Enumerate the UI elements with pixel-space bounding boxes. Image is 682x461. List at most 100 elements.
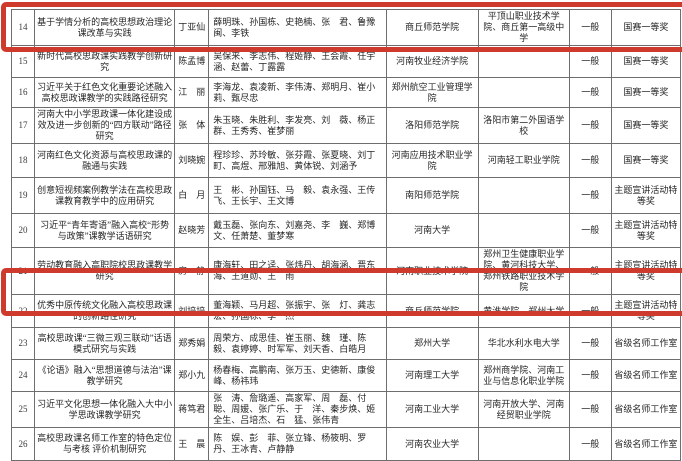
table-row: 23 高校思政课“三微三观三联动”话语模式研究与实践 郑秀娟 周荣方、成思佳、崔… <box>10 327 682 360</box>
category: 一般 <box>568 294 612 328</box>
project-members: 李海龙、袁凌新、李伟涛、郑明月、崔小莉、甄尽忠 <box>208 77 387 108</box>
host-institution: 河南牧业经济学院 <box>385 45 479 78</box>
award: 国赛一等奖 <box>610 77 682 108</box>
project-members: 吴保来、李志伟、程姬静、王会霞、任宇涵、赵蕾、丁露露 <box>208 45 387 78</box>
row-number: 21 <box>10 247 36 295</box>
row-number: 26 <box>10 427 36 461</box>
table-row: 18 河南红色文化资源与高校思政课的融通与实践 刘晓婉 程珍珍、苏玲敏、张芬霞、… <box>10 143 682 178</box>
award: 国赛一等奖 <box>610 107 682 144</box>
category: 一般 <box>568 45 612 78</box>
project-leader: 丁亚仙 <box>174 9 210 46</box>
table-row: 20 习近平“青年寄语”融入高校“形势与政策”课教学话语研究 赵晓芳 戴玉磊、张… <box>10 213 682 248</box>
award: 主题宣讲活动特等奖 <box>610 177 682 214</box>
row-number: 18 <box>10 143 36 178</box>
category: 一般 <box>568 77 612 108</box>
project-title: 基于学情分析的高校思想政治理论课改革与实践 <box>34 9 176 46</box>
row-number: 14 <box>10 9 36 46</box>
row-number: 25 <box>10 391 36 428</box>
category: 一般 <box>568 327 612 360</box>
row-number: 15 <box>10 45 36 78</box>
partner-institutions <box>477 77 570 108</box>
project-title: 高校思政课“三微三观三联动”话语模式研究与实践 <box>34 327 176 360</box>
row-number: 20 <box>10 213 36 248</box>
project-members: 王 彬、孙国钰、马 毅、袁永强、王传飞、王长宇、王文博 <box>208 177 387 214</box>
partner-institutions: 洛阳市第二外国语学校 <box>477 107 570 144</box>
table-row: 24 《论语》融入“思想道德与法治”课教学研究 郑小九 杨春梅、高鹏南、张万玉、… <box>10 359 682 392</box>
project-members: 周荣方、成思佳、崔玉丽、魏 瑾、陈 毅、袁婷婷、时军军、刘天香、白皓月 <box>208 327 387 360</box>
category: 一般 <box>568 9 612 46</box>
row-number: 22 <box>10 294 36 328</box>
host-institution: 南阳师范学院 <box>385 177 479 214</box>
project-title: 新时代高校思政课实践教学创新研究 <box>34 45 176 78</box>
host-institution: 河南应用技术职业学院 <box>385 143 479 178</box>
host-institution: 河南理工大学 <box>385 359 479 392</box>
host-institution: 河南职业技术学院 <box>385 247 479 295</box>
host-institution: 河南大学 <box>385 213 479 248</box>
category: 一般 <box>568 107 612 144</box>
partner-institutions: 郑州卫生健康职业学院、黄河科技大学、郑州铁路职业技术学院 <box>477 247 570 295</box>
category: 一般 <box>568 143 612 178</box>
table-row: 16 习近平关于红色文化重要论述融入高校思政课教学的实践路径研究 江 丽 李海龙… <box>10 77 682 108</box>
category: 一般 <box>568 213 612 248</box>
awards-table: 14 基于学情分析的高校思想政治理论课改革与实践 丁亚仙 薛明珠、孙国栋、史艳楠… <box>10 9 682 461</box>
project-title: 习近平“青年寄语”融入高校“形势与政策”课教学话语研究 <box>34 213 176 248</box>
project-leader: 蒋笃君 <box>174 391 210 428</box>
award: 主题宣讲活动特等奖 <box>610 247 682 295</box>
partner-institutions: 华北水利水电大学 <box>477 327 570 360</box>
host-institution: 河南工业大学 <box>385 391 479 428</box>
category: 一般 <box>568 391 612 428</box>
project-title: 习近平文化思想一体化融入大中小学思政课教学研究 <box>34 391 176 428</box>
row-number: 19 <box>10 177 36 214</box>
project-leader: 张 体 <box>174 107 210 144</box>
table-row: 19 创意短视频案例教学法在高校思政课教育教学中的应用研究 白 月 王 彬、孙国… <box>10 177 682 214</box>
table-row: 14 基于学情分析的高校思想政治理论课改革与实践 丁亚仙 薛明珠、孙国栋、史艳楠… <box>10 9 682 46</box>
project-title: 河南大中小学思政课一体化建设成效及进一步创新的“四方联动”路径研究 <box>34 107 176 144</box>
award: 国赛一等奖 <box>610 143 682 178</box>
project-leader: 郑小九 <box>174 359 210 392</box>
award: 省级名师工作室 <box>610 327 682 360</box>
project-title: 劳动教育融入高职院校思政课教学研究 <box>34 247 176 295</box>
project-members: 杨春梅、高鹏南、张万玉、史德新、康俊峰、杨祎玮 <box>208 359 387 392</box>
table-row: 25 习近平文化思想一体化融入大中小学思政课教学研究 蒋笃君 张 涛、詹璐遥、高… <box>10 391 682 428</box>
host-institution: 河南农业大学 <box>385 427 479 461</box>
project-members: 戴玉磊、张向东、刘嘉尧、李 巍、郑博文、任萧楚、董梦寒 <box>208 213 387 248</box>
project-leader: 刘晓婉 <box>174 143 210 178</box>
award: 国赛一等奖 <box>610 45 682 78</box>
host-institution: 商丘师范学院 <box>385 9 479 46</box>
project-members: 朱玉晓、朱胜利、李发亮、刘 薇、杨正群、王秀秀、崔梦丽 <box>208 107 387 144</box>
award: 国赛一等奖 <box>610 9 682 46</box>
row-number: 24 <box>10 359 36 392</box>
table-row: 15 新时代高校思政课实践教学创新研究 陈孟博 吴保来、李志伟、程姬静、王会霞、… <box>10 45 682 78</box>
award: 主题宣讲活动特等奖 <box>610 294 682 328</box>
partner-institutions: 郑州商学院、河南工业与信息化职业学院 <box>477 359 570 392</box>
host-institution: 郑州航空工业管理学院 <box>385 77 479 108</box>
project-title: 习近平关于红色文化重要论述融入高校思政课教学的实践路径研究 <box>34 77 176 108</box>
project-members: 张 涛、詹璐遥、高家军、周 磊、付 聪、周媛、张广乐、于 洋、秦步焕、姬全生、吕… <box>208 391 387 428</box>
host-institution: 洛阳师范学院 <box>385 107 479 144</box>
award: 省级名师工作室 <box>610 359 682 392</box>
host-institution: 商丘师范学院 <box>385 294 479 328</box>
category: 一般 <box>568 427 612 461</box>
project-title: 《论语》融入“思想道德与法治”课教学研究 <box>34 359 176 392</box>
partner-institutions <box>477 45 570 78</box>
project-leader: 陈孟博 <box>174 45 210 78</box>
project-members: 康海轩、田之迳、张炜丹、胡海涵、晋东海、王道勋、王 雨 <box>208 247 387 295</box>
project-leader: 白 月 <box>174 177 210 214</box>
project-members: 程珍珍、苏玲敏、张芬霞、张夏晓、刘丁町、高煜、邢雅旭、黄体锐、刘涵予 <box>208 143 387 178</box>
partner-institutions: 平顶山职业技术学院、商丘第一高级中学 <box>477 9 570 46</box>
project-leader: 房 静 <box>174 247 210 295</box>
partner-institutions <box>477 177 570 214</box>
row-number: 17 <box>10 107 36 144</box>
table-row: 17 河南大中小学思政课一体化建设成效及进一步创新的“四方联动”路径研究 张 体… <box>10 107 682 144</box>
table-row: 26 高校思政课名师工作室的特色定位与考核 评价机制研究 王 晨 陈 娱、彭 菲… <box>10 427 682 461</box>
project-leader: 刘培培 <box>174 294 210 328</box>
row-number: 16 <box>10 77 36 108</box>
partner-institutions <box>477 427 570 461</box>
table-row: 22 优秀中原传统文化融入高校思政课的创新路径研究 刘培培 董海颖、马月超、张振… <box>10 294 682 328</box>
project-title: 创意短视频案例教学法在高校思政课教育教学中的应用研究 <box>34 177 176 214</box>
row-number: 23 <box>10 327 36 360</box>
partner-institutions <box>477 213 570 248</box>
project-leader: 江 丽 <box>174 77 210 108</box>
project-title: 优秀中原传统文化融入高校思政课的创新路径研究 <box>34 294 176 328</box>
project-title: 河南红色文化资源与高校思政课的融通与实践 <box>34 143 176 178</box>
